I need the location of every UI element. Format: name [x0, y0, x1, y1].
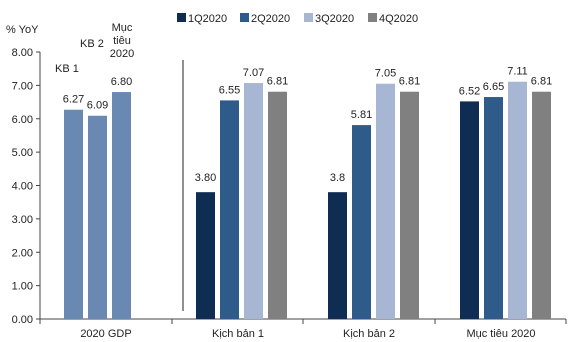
y-tick-label: 6.00 — [12, 114, 33, 126]
y-tick-label: 4.00 — [12, 181, 33, 193]
data-label: 6.81 — [399, 76, 420, 88]
bar-2q2020 — [220, 100, 239, 319]
bar-4q2020 — [532, 91, 551, 319]
data-label: 5.81 — [351, 109, 372, 121]
annotation-target: Mục tiêu 2020 — [110, 22, 134, 60]
bar-3q2020 — [508, 81, 527, 319]
data-label: 7.11 — [507, 66, 528, 78]
data-label: 6.80 — [111, 76, 132, 88]
y-tick-label: 0.00 — [12, 314, 33, 326]
bar-2q2020 — [484, 97, 503, 320]
bar-1q2020 — [328, 192, 347, 319]
legend-label: 1Q2020 — [188, 13, 227, 25]
bar-1q2020 — [196, 192, 215, 319]
y-tick-label: 7.00 — [12, 80, 33, 92]
data-label: 6.81 — [531, 76, 552, 88]
legend-label: 3Q2020 — [315, 13, 354, 25]
bar-4q2020 — [400, 91, 419, 319]
bar-gdp-1 — [64, 109, 83, 320]
legend-label: 4Q2020 — [379, 13, 418, 25]
bar-4q2020 — [268, 91, 287, 319]
data-labels: 6.276.096.80 KB 1 KB 2 Mục tiêu 2020 3.80 3.8 6.… — [55, 22, 552, 184]
data-label: 7.07 — [243, 67, 264, 79]
legend: 1Q2020 2Q2020 3Q2020 4Q2020 — [177, 13, 418, 25]
bar-gdp-3 — [112, 92, 131, 319]
y-tick-label: 1.00 — [12, 281, 33, 293]
data-label: 6.09 — [87, 100, 108, 112]
y-tick-label: 5.00 — [12, 147, 33, 159]
bars — [64, 81, 551, 320]
data-label: 6.52 — [459, 85, 480, 97]
y-tick-label: 8.00 — [12, 47, 33, 59]
x-category-label: Kịch bản 2 — [343, 328, 395, 340]
annotation-line: 2020 — [110, 48, 134, 60]
data-label: 6.27 — [63, 94, 84, 106]
data-label: 7.05 — [375, 68, 396, 80]
legend-swatch — [177, 13, 186, 22]
bar-gdp-2 — [88, 115, 107, 319]
annotation-line: Mục — [112, 22, 133, 34]
legend-swatch — [240, 13, 249, 22]
bar-2q2020 — [352, 125, 371, 319]
bar-1q2020 — [460, 101, 479, 320]
data-label: 3.80 — [195, 172, 216, 184]
data-label: 3.8 — [330, 172, 345, 184]
axes: 0.00 1.00 2.00 3.00 4.00 5.00 6.00 7.00 8.00 % Yo… — [6, 24, 567, 340]
annotation-kb2: KB 2 — [80, 38, 104, 50]
bar-3q2020 — [376, 83, 395, 319]
data-label: 6.65 — [483, 81, 504, 93]
bar-3q2020 — [244, 83, 263, 319]
x-category-label: Kịch bản 1 — [212, 328, 264, 340]
y-tick-label: 3.00 — [12, 214, 33, 226]
annotation-line: tiêu — [113, 35, 131, 47]
data-label: 6.81 — [267, 76, 288, 88]
y-tick-label: 2.00 — [12, 247, 33, 259]
x-category-label: 2020 GDP — [80, 328, 131, 340]
data-label: 6.55 — [219, 84, 240, 96]
legend-label: 2Q2020 — [251, 13, 290, 25]
annotation-kb1: KB 1 — [55, 63, 79, 75]
legend-swatch — [368, 13, 377, 22]
y-axis-label: % YoY — [6, 24, 39, 36]
legend-swatch — [304, 13, 313, 22]
x-category-label: Mục tiêu 2020 — [466, 328, 535, 340]
